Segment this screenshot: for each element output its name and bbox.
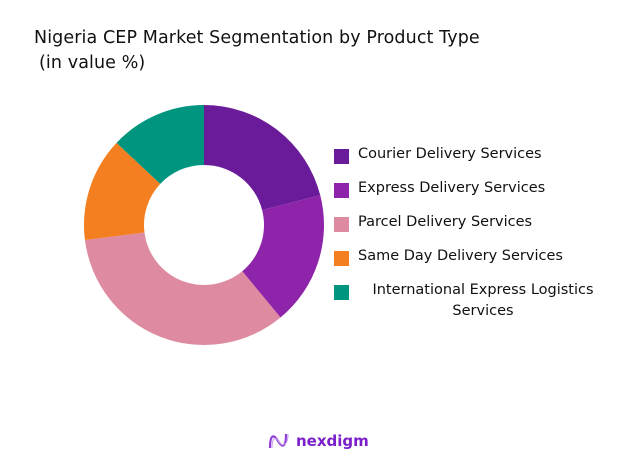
legend-item: Express Delivery Services (334, 180, 604, 214)
legend-swatch (334, 183, 349, 198)
legend-swatch (334, 217, 349, 232)
legend-label: Express Delivery Services (358, 180, 546, 196)
subtitle-text: (in value %) (39, 53, 146, 73)
brand-logo: nexdigm (268, 432, 369, 450)
donut-slice-parcel-delivery-services (84, 232, 281, 345)
legend-swatch (334, 149, 349, 164)
title-text: Nigeria CEP Market Segmentation by Produ… (34, 28, 480, 48)
donut-slice-same-day-delivery-services (84, 142, 161, 241)
legend-swatch (334, 251, 349, 266)
legend-label: International Express Logistics Services (372, 282, 594, 319)
legend: Courier Delivery Services Express Deliver… (334, 146, 604, 319)
legend-item: Parcel Delivery Services (334, 214, 604, 248)
donut-slice-international-express-logistics-services (116, 105, 204, 184)
brand-name: nexdigm (296, 432, 369, 450)
legend-item: Same Day Delivery Services (334, 248, 604, 282)
donut-slice-express-delivery-services (242, 195, 324, 318)
nexdigm-logo-icon (268, 433, 289, 449)
legend-item: Courier Delivery Services (334, 146, 604, 180)
donut-slice-courier-delivery-services (204, 105, 321, 211)
legend-item: International Express Logistics Services (334, 282, 604, 319)
legend-label: Parcel Delivery Services (358, 214, 533, 230)
legend-label: Same Day Delivery Services (358, 248, 563, 264)
chart-title: Nigeria CEP Market Segmentation by Produ… (34, 26, 480, 76)
legend-swatch (334, 285, 349, 300)
legend-label: Courier Delivery Services (358, 146, 542, 162)
